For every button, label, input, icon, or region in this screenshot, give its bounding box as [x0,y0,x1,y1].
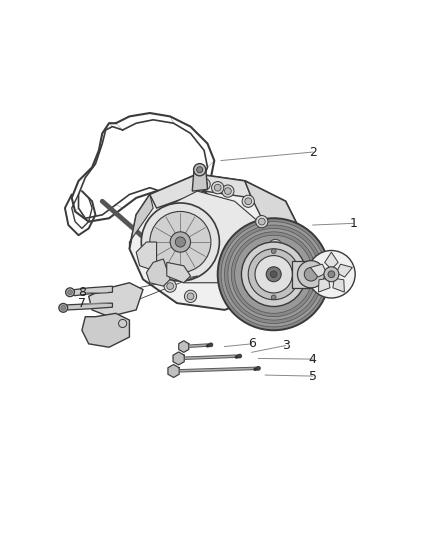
Polygon shape [61,303,113,310]
Circle shape [231,232,316,317]
Circle shape [184,290,197,302]
Text: 5: 5 [309,369,317,383]
Circle shape [59,303,67,312]
Polygon shape [68,286,113,296]
Circle shape [273,263,285,275]
Circle shape [212,182,224,194]
Circle shape [266,287,278,299]
Circle shape [146,256,153,262]
Circle shape [209,343,213,347]
Circle shape [198,178,210,190]
Polygon shape [336,264,353,277]
Circle shape [222,185,234,197]
Circle shape [270,271,277,278]
Circle shape [276,266,282,272]
Circle shape [228,229,319,320]
Polygon shape [318,278,330,292]
Circle shape [241,242,306,306]
Circle shape [150,212,211,272]
Circle shape [304,268,318,281]
Circle shape [61,305,66,310]
Polygon shape [130,174,299,310]
Circle shape [268,289,276,296]
Polygon shape [146,259,170,286]
Circle shape [245,198,251,205]
Circle shape [248,249,299,300]
Text: 4: 4 [309,353,317,366]
Circle shape [256,215,268,228]
Circle shape [218,218,330,330]
Circle shape [144,253,156,265]
Circle shape [170,232,191,252]
Circle shape [167,282,173,289]
Circle shape [307,251,355,298]
Circle shape [238,354,242,358]
Polygon shape [179,341,189,352]
Polygon shape [333,278,344,292]
Circle shape [272,242,279,249]
Polygon shape [245,181,299,269]
Circle shape [271,249,276,254]
Circle shape [242,195,254,207]
Circle shape [197,167,203,173]
Circle shape [221,222,326,327]
Circle shape [187,293,194,300]
Circle shape [266,267,281,282]
Circle shape [214,184,221,191]
Circle shape [201,181,208,188]
Polygon shape [311,264,327,277]
Polygon shape [150,191,258,282]
Circle shape [328,271,335,278]
Circle shape [256,366,261,370]
Circle shape [224,188,231,195]
Circle shape [297,261,325,288]
Text: 1: 1 [350,217,357,230]
Polygon shape [130,195,153,249]
Circle shape [271,295,276,300]
Circle shape [258,218,265,225]
Text: 7: 7 [78,297,86,310]
Circle shape [194,164,206,176]
Polygon shape [150,174,251,208]
Circle shape [67,290,72,295]
Circle shape [175,237,185,247]
Polygon shape [82,313,130,347]
Circle shape [66,288,74,297]
Polygon shape [325,252,338,269]
Circle shape [141,203,219,281]
Circle shape [164,280,176,292]
Polygon shape [168,365,179,377]
Polygon shape [136,242,156,269]
Circle shape [324,267,339,282]
Circle shape [269,239,282,252]
Circle shape [255,256,293,293]
Text: 3: 3 [282,339,290,352]
Polygon shape [192,169,208,191]
Polygon shape [173,352,184,365]
Text: 6: 6 [248,337,255,350]
Text: 2: 2 [309,146,317,158]
Text: 8: 8 [78,286,86,299]
Polygon shape [88,282,143,317]
Polygon shape [293,261,311,288]
Polygon shape [167,262,191,282]
Circle shape [235,235,313,313]
Circle shape [224,225,323,324]
